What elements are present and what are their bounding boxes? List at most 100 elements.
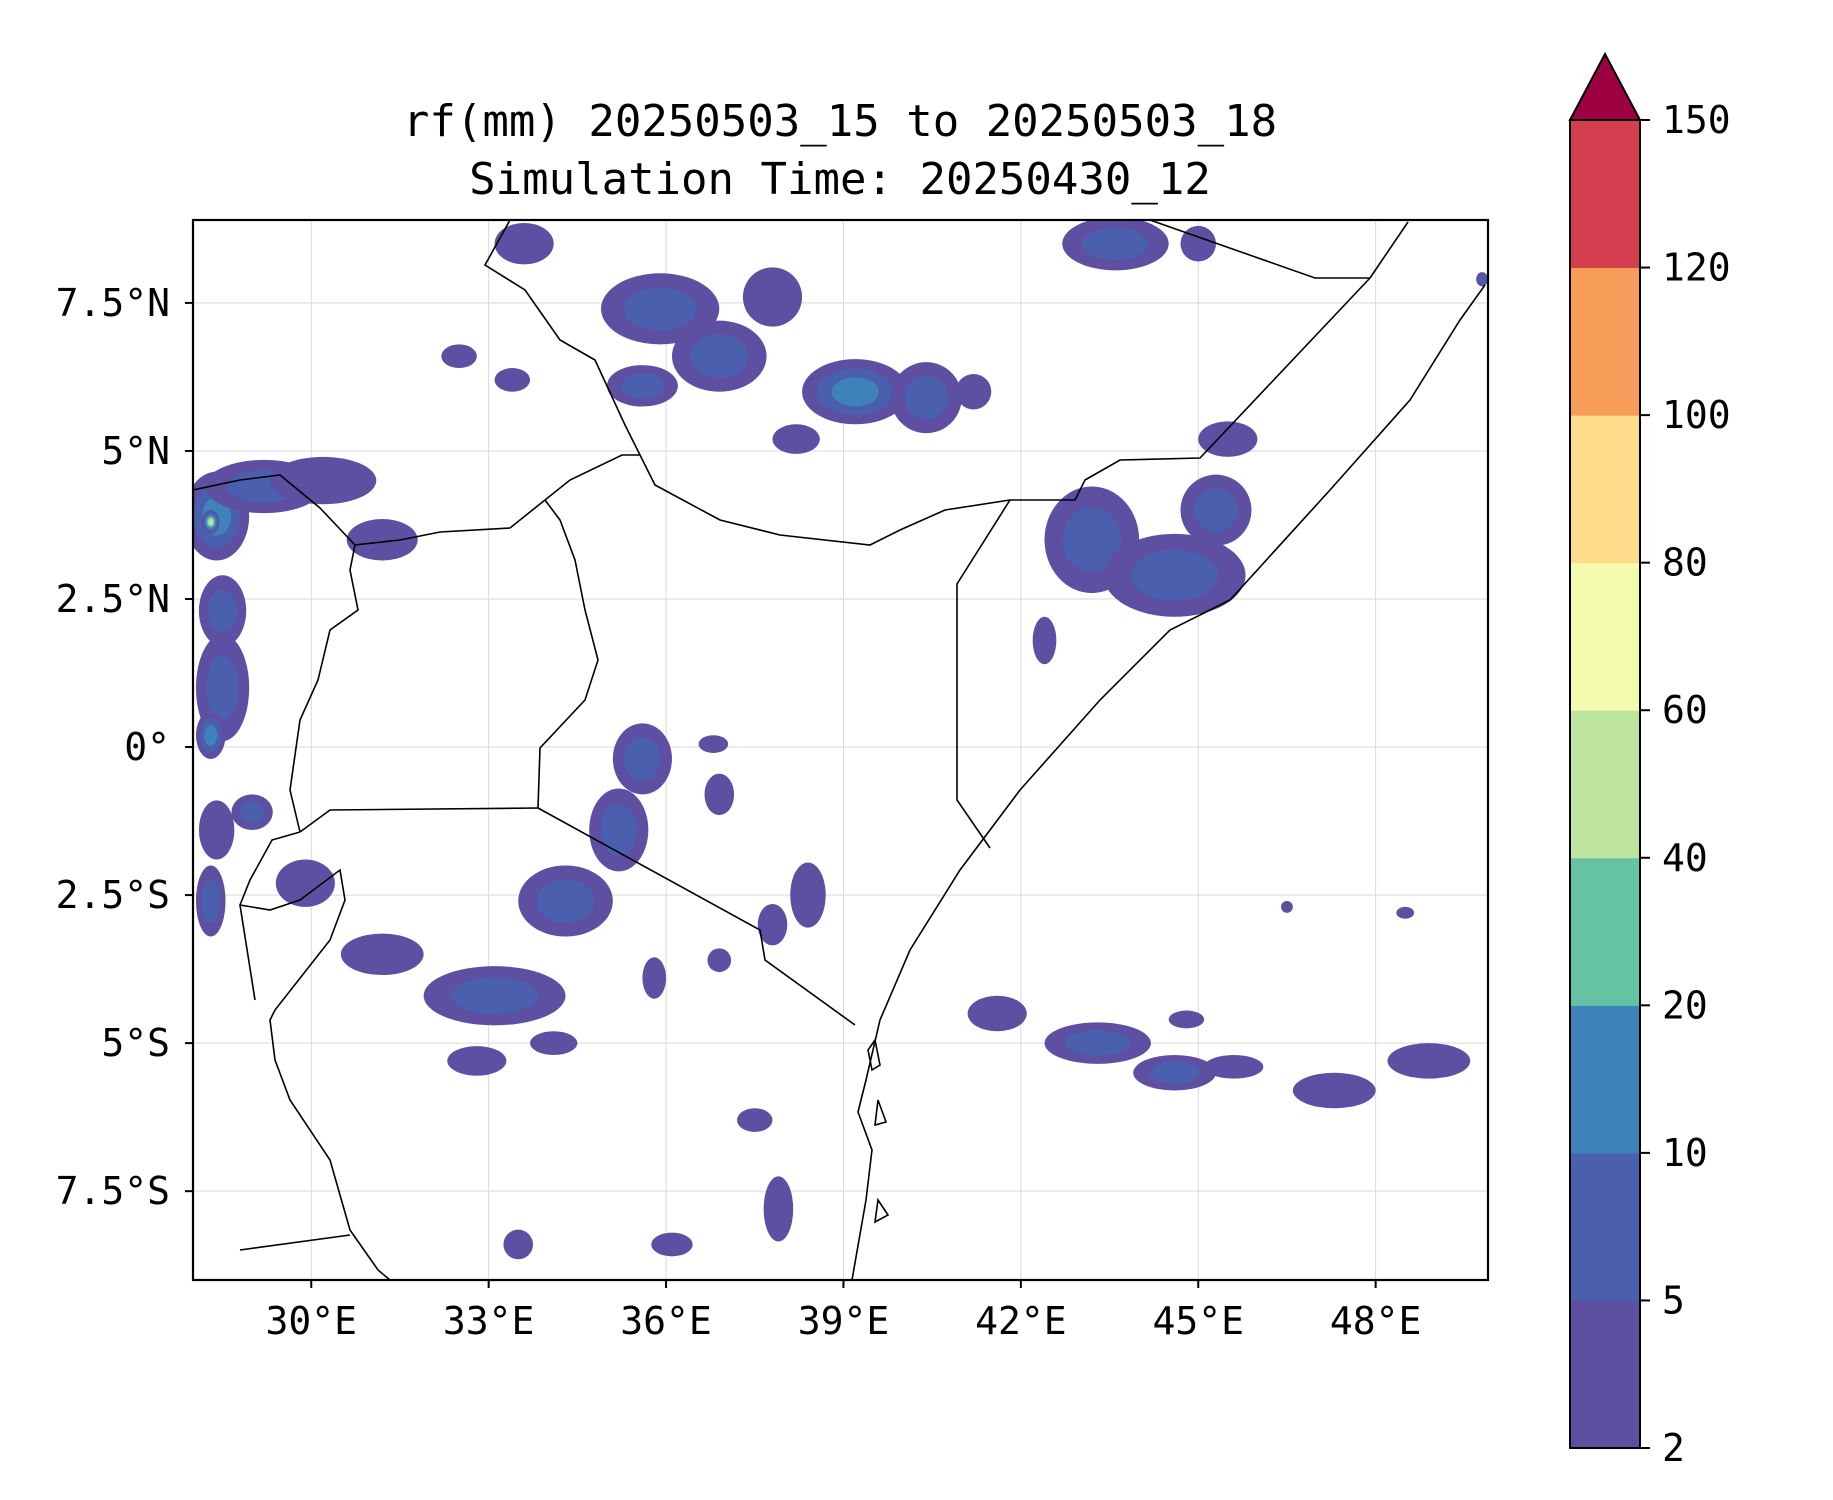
rain-contour-level-5 bbox=[208, 518, 214, 526]
rain-contour-level-2 bbox=[1082, 227, 1149, 261]
border-kenya-uganda bbox=[537, 499, 599, 809]
rain-cell bbox=[340, 933, 424, 976]
rain-contour-level-2 bbox=[239, 801, 265, 824]
border-kenya-somalia bbox=[956, 499, 1011, 849]
rain-contour-level-2 bbox=[206, 655, 239, 721]
rain-cell bbox=[231, 794, 273, 830]
rain-contour-level-1 bbox=[447, 1046, 507, 1076]
colorbar-tick-label: 20 bbox=[1662, 983, 1708, 1027]
rain-contour-level-1 bbox=[704, 773, 735, 816]
colorbar-extend-arrow bbox=[1568, 51, 1642, 121]
rain-contour-level-1 bbox=[642, 957, 667, 999]
figure-title-line2: Simulation Time: 20250430_12 bbox=[469, 154, 1211, 205]
rain-contour-level-3 bbox=[204, 724, 218, 746]
border-drc-zambia bbox=[239, 1234, 351, 1251]
rain-cell bbox=[606, 365, 678, 407]
rain-contour-level-3 bbox=[831, 377, 879, 407]
rain-cell bbox=[1103, 533, 1246, 617]
colorbar: 2 5 10 20 40 60 80 100 120 150 bbox=[1568, 51, 1731, 1470]
y-tick-label: 5°S bbox=[101, 1021, 170, 1065]
x-tick-label: 36°E bbox=[620, 1299, 712, 1343]
rain-cell bbox=[518, 865, 613, 937]
rain-contour-level-2 bbox=[208, 588, 238, 633]
rain-cell bbox=[195, 865, 226, 937]
colorbar-tick-label: 5 bbox=[1662, 1278, 1685, 1322]
rain-cell bbox=[1387, 1043, 1471, 1079]
coastline-east-africa bbox=[851, 284, 1486, 1280]
rain-cell bbox=[651, 1232, 693, 1257]
colorbar-bands bbox=[1570, 120, 1640, 1449]
rain-contour-level-1 bbox=[737, 1108, 773, 1132]
rain-cell bbox=[275, 859, 335, 907]
y-tick-label: 5°N bbox=[101, 429, 170, 473]
rain-cell bbox=[198, 575, 247, 647]
colorbar-tick-label: 120 bbox=[1662, 246, 1731, 290]
colorbar-tick-label: 2 bbox=[1662, 1426, 1685, 1470]
rain-contour-level-2 bbox=[904, 375, 949, 420]
rain-cell bbox=[494, 368, 531, 392]
rain-contour-level-2 bbox=[690, 334, 749, 379]
rainfall-field bbox=[193, 220, 1488, 1260]
border-sudan-south-sudan bbox=[483, 220, 641, 456]
rain-cell bbox=[737, 1108, 773, 1132]
latitude-axis: 7.5°N 5°N 2.5°N 0° 2.5°S 5°S 7.5°S bbox=[56, 281, 193, 1213]
rain-contour-level-2 bbox=[201, 879, 220, 923]
border-south-sudan-drc bbox=[193, 474, 356, 546]
rain-contour-level-1 bbox=[198, 800, 235, 860]
figure-title-line1: rf(mm) 20250503_15 to 20250503_18 bbox=[403, 96, 1277, 147]
rain-contour-level-1 bbox=[340, 933, 424, 976]
border-uganda-tanzania bbox=[299, 807, 539, 833]
rain-contour-level-1 bbox=[1204, 1054, 1264, 1079]
rain-cell bbox=[763, 1176, 794, 1242]
rain-cell bbox=[790, 862, 826, 928]
map-frame bbox=[191, 218, 1490, 1282]
colorbar-band bbox=[1570, 415, 1640, 564]
rain-contour-level-1 bbox=[651, 1232, 693, 1257]
y-tick-label: 7.5°S bbox=[56, 1169, 170, 1213]
border-somalia-ethiopia bbox=[1010, 220, 1371, 501]
rain-cell bbox=[1180, 474, 1252, 546]
rain-contour-level-2 bbox=[623, 286, 697, 331]
x-tick-label: 30°E bbox=[266, 1299, 358, 1343]
colorbar-tick-label: 100 bbox=[1662, 393, 1731, 437]
rain-contour-level-1 bbox=[772, 424, 820, 454]
colorbar-band bbox=[1570, 562, 1640, 711]
rain-contour-level-1 bbox=[955, 373, 992, 410]
x-tick-label: 48°E bbox=[1330, 1299, 1422, 1343]
rain-cell bbox=[642, 957, 667, 999]
rain-cell bbox=[704, 773, 735, 816]
rain-contour-level-1 bbox=[757, 903, 788, 946]
rain-cell bbox=[423, 966, 566, 1026]
rain-contour-level-1 bbox=[275, 859, 335, 907]
colorbar-tick-label: 80 bbox=[1662, 541, 1708, 585]
colorbar-band bbox=[1570, 710, 1640, 859]
mafia-island bbox=[873, 1197, 890, 1224]
rain-cell bbox=[1062, 220, 1169, 271]
rain-contour-level-1 bbox=[763, 1176, 794, 1242]
rain-cell bbox=[441, 344, 477, 369]
rain-contour-level-2 bbox=[1064, 1030, 1131, 1056]
colorbar-ticks: 2 5 10 20 40 60 80 100 120 150 bbox=[1640, 98, 1731, 1470]
coastline-horn-north bbox=[1369, 221, 1409, 279]
rain-contour-level-2 bbox=[1130, 549, 1219, 601]
rain-contour-level-1 bbox=[1292, 1072, 1376, 1109]
rain-cell bbox=[195, 711, 226, 759]
rain-cell bbox=[447, 1046, 507, 1076]
rain-cell bbox=[671, 320, 767, 392]
zanzibar-island bbox=[867, 1038, 881, 1072]
rain-cell bbox=[1476, 272, 1488, 287]
rain-cell bbox=[1168, 1010, 1205, 1029]
rain-contour-level-2 bbox=[1478, 274, 1486, 284]
rain-cell bbox=[1198, 421, 1258, 457]
rain-cell bbox=[802, 359, 909, 425]
colorbar-tick-label: 150 bbox=[1662, 98, 1731, 142]
rain-cell bbox=[757, 903, 788, 946]
rain-cell bbox=[198, 800, 235, 860]
rain-contour-level-1 bbox=[494, 368, 531, 392]
rain-cell bbox=[530, 1031, 578, 1055]
rain-cell bbox=[1204, 1054, 1264, 1079]
border-kenya-tanzania bbox=[537, 807, 856, 1026]
rain-cell bbox=[612, 723, 672, 795]
y-tick-label: 2.5°N bbox=[56, 577, 170, 621]
